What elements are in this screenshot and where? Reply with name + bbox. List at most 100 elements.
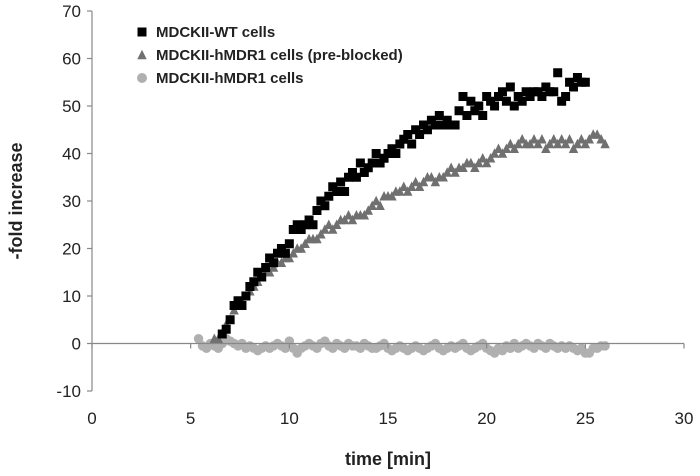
legend-marker-circle bbox=[137, 73, 147, 83]
data-point bbox=[549, 87, 559, 97]
data-point bbox=[450, 120, 460, 130]
data-point bbox=[280, 248, 290, 258]
series-square bbox=[217, 68, 590, 339]
data-point bbox=[391, 149, 401, 158]
data-point bbox=[509, 101, 519, 111]
data-point bbox=[529, 133, 539, 144]
data-point bbox=[343, 209, 354, 220]
data-point bbox=[332, 187, 342, 196]
data-point bbox=[217, 329, 227, 339]
data-point bbox=[292, 220, 302, 230]
data-point bbox=[434, 111, 444, 120]
legend-marker-square bbox=[137, 27, 147, 37]
x-tick-label: 30 bbox=[675, 409, 694, 428]
data-point bbox=[600, 138, 610, 149]
data-point bbox=[407, 139, 417, 149]
data-point bbox=[272, 248, 282, 258]
x-tick-label: 15 bbox=[379, 409, 398, 428]
data-point bbox=[568, 82, 578, 92]
data-point bbox=[580, 77, 590, 87]
y-tick-label: 40 bbox=[62, 145, 81, 164]
data-point bbox=[517, 96, 527, 106]
x-tick-label: 20 bbox=[477, 409, 496, 428]
data-point bbox=[257, 272, 267, 282]
data-point bbox=[513, 92, 523, 101]
data-point bbox=[525, 92, 535, 101]
data-point bbox=[494, 92, 504, 101]
data-point bbox=[572, 73, 582, 82]
data-point bbox=[324, 191, 334, 201]
data-point bbox=[576, 133, 587, 144]
data-point bbox=[466, 157, 476, 168]
data-point bbox=[300, 220, 310, 230]
data-point bbox=[253, 267, 263, 277]
data-point bbox=[225, 315, 235, 325]
y-tick-label: 20 bbox=[62, 240, 81, 259]
data-point bbox=[328, 182, 338, 192]
data-point bbox=[541, 82, 551, 92]
data-point bbox=[419, 120, 429, 130]
data-point bbox=[363, 163, 373, 173]
data-point bbox=[557, 96, 567, 106]
x-axis-title: time [min] bbox=[345, 449, 431, 469]
y-tick-label: -10 bbox=[56, 382, 81, 401]
data-point bbox=[340, 187, 350, 196]
data-point bbox=[490, 101, 500, 111]
y-tick-label: 10 bbox=[62, 287, 81, 306]
data-point bbox=[466, 96, 476, 106]
data-point bbox=[237, 301, 247, 310]
data-point bbox=[347, 168, 357, 177]
data-point bbox=[193, 334, 204, 344]
y-tick-label: 30 bbox=[62, 192, 81, 211]
data-point bbox=[221, 324, 231, 334]
data-point bbox=[399, 134, 409, 144]
data-point bbox=[375, 200, 385, 211]
data-point bbox=[565, 77, 575, 87]
y-tick-label: 0 bbox=[72, 335, 81, 354]
data-point bbox=[537, 133, 547, 144]
data-point bbox=[442, 115, 452, 125]
data-point bbox=[600, 341, 610, 351]
data-point bbox=[344, 172, 354, 182]
data-point bbox=[422, 125, 432, 135]
y-axis-title: -fold increase bbox=[6, 142, 26, 259]
data-point bbox=[249, 277, 259, 287]
data-point bbox=[430, 120, 440, 130]
data-point bbox=[426, 115, 436, 125]
axes: 0 5 10 15 20 25 30 -10 0 10 20 30 40 50 60 70 bbox=[56, 2, 693, 428]
data-point bbox=[371, 195, 381, 206]
data-point bbox=[312, 206, 322, 215]
data-point bbox=[265, 253, 275, 263]
legend-label: MDCKII-hMDR1 cells bbox=[156, 70, 304, 87]
y-tick-label: 50 bbox=[62, 97, 81, 116]
data-point bbox=[395, 139, 405, 149]
legend: MDCKII-WT cells MDCKII-hMDR1 cells (pre-b… bbox=[137, 24, 403, 87]
x-ticks: 0 5 10 15 20 25 30 bbox=[87, 343, 694, 428]
data-point bbox=[477, 152, 488, 163]
data-point bbox=[269, 258, 279, 268]
data-point bbox=[474, 101, 484, 111]
data-point bbox=[296, 225, 306, 234]
data-point bbox=[284, 239, 294, 249]
data-point bbox=[383, 149, 393, 158]
data-point bbox=[316, 196, 326, 206]
legend-marker-triangle bbox=[137, 49, 147, 60]
data-point bbox=[371, 149, 381, 158]
y-tick-label: 60 bbox=[62, 50, 81, 69]
data-point bbox=[556, 133, 567, 144]
data-point bbox=[241, 291, 251, 301]
data-point bbox=[336, 177, 346, 187]
data-point bbox=[245, 282, 255, 291]
data-point bbox=[399, 181, 409, 192]
data-point bbox=[324, 219, 334, 230]
x-tick-label: 0 bbox=[87, 409, 96, 428]
data-point bbox=[426, 171, 437, 182]
data-point bbox=[517, 133, 527, 144]
data-point bbox=[288, 225, 298, 234]
data-point bbox=[387, 144, 397, 154]
data-point bbox=[462, 111, 472, 120]
data-point bbox=[482, 92, 492, 101]
data-point bbox=[261, 263, 271, 272]
data-point bbox=[280, 343, 291, 353]
